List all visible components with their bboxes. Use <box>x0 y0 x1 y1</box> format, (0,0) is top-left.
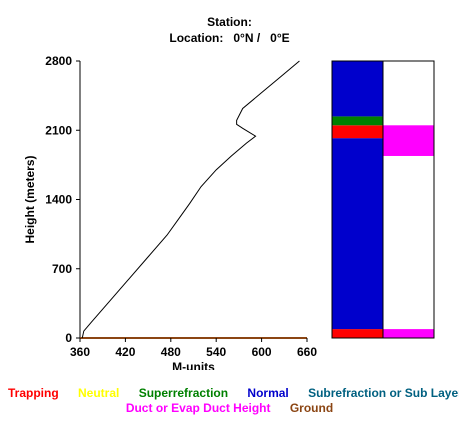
right-layer-segment <box>383 125 434 156</box>
x-tick-label: 360 <box>70 345 90 359</box>
x-tick-label: 420 <box>115 345 135 359</box>
x-tick-label: 600 <box>252 345 272 359</box>
right-layer-segment <box>383 329 434 338</box>
right-layer-background <box>383 61 434 338</box>
legend-superrefraction: Superrefraction <box>138 386 229 400</box>
y-tick-label: 2100 <box>45 123 72 137</box>
y-axis-label: Height (meters) <box>23 155 37 243</box>
left-layer-segment <box>332 138 383 330</box>
legend-subrefraction: Subrefraction or Sub Layer <box>308 386 459 400</box>
y-tick-label: 1400 <box>45 193 72 207</box>
x-tick-label: 480 <box>161 345 181 359</box>
layer-frame <box>331 60 435 339</box>
x-tick-label: 660 <box>297 345 317 359</box>
legend-duct: Duct or Evap Duct Height <box>125 401 271 415</box>
station-title: Station: <box>207 15 252 29</box>
left-layer-segment <box>332 61 383 117</box>
x-axis-label: M-units <box>172 360 215 370</box>
location-title: Location: 0°N / 0°E <box>169 31 290 45</box>
y-tick-label: 700 <box>52 262 72 276</box>
legend-trapping: Trapping <box>8 386 59 400</box>
x-tick-label: 540 <box>206 345 226 359</box>
legend-neutral: Neutral <box>78 386 120 400</box>
left-layer-segment <box>332 329 383 338</box>
y-tick-label: 0 <box>65 331 72 345</box>
left-layer-segment <box>332 116 383 126</box>
m-profile-line <box>81 60 300 339</box>
legend-row-1: Trapping Neutral Superrefraction Normal … <box>0 386 459 400</box>
legend-ground: Ground <box>289 401 334 415</box>
left-layer-segment <box>332 125 383 139</box>
y-tick-label: 2800 <box>45 54 72 68</box>
legend-row-2: Duct or Evap Duct Height Ground <box>0 401 459 415</box>
refractivity-chart: 0 700 1400 2100 2800 360 420 480 540 600 660 M-unit… <box>23 54 435 370</box>
legend-normal: Normal <box>247 386 289 400</box>
